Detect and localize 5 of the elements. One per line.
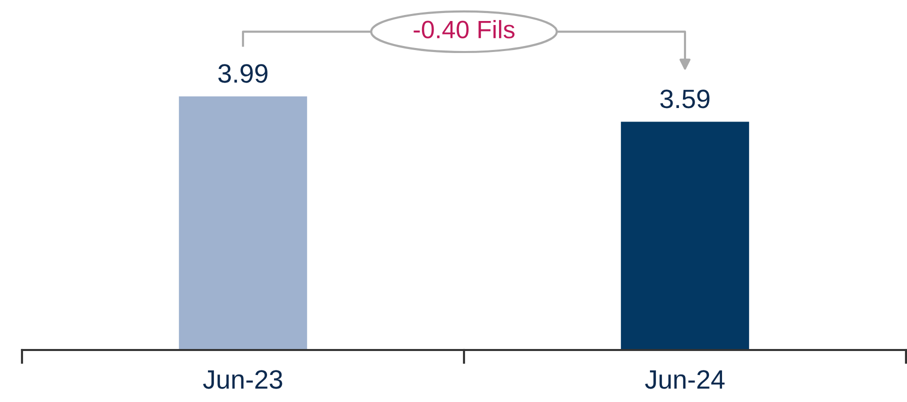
x-tick-label: Jun-23 xyxy=(203,370,282,389)
text: -0.40 Fils xyxy=(414,20,515,38)
x-tick-label: Jun-24 xyxy=(645,370,725,389)
data-label: 3.59 xyxy=(660,90,710,108)
data-label: 3.99 xyxy=(218,64,268,83)
